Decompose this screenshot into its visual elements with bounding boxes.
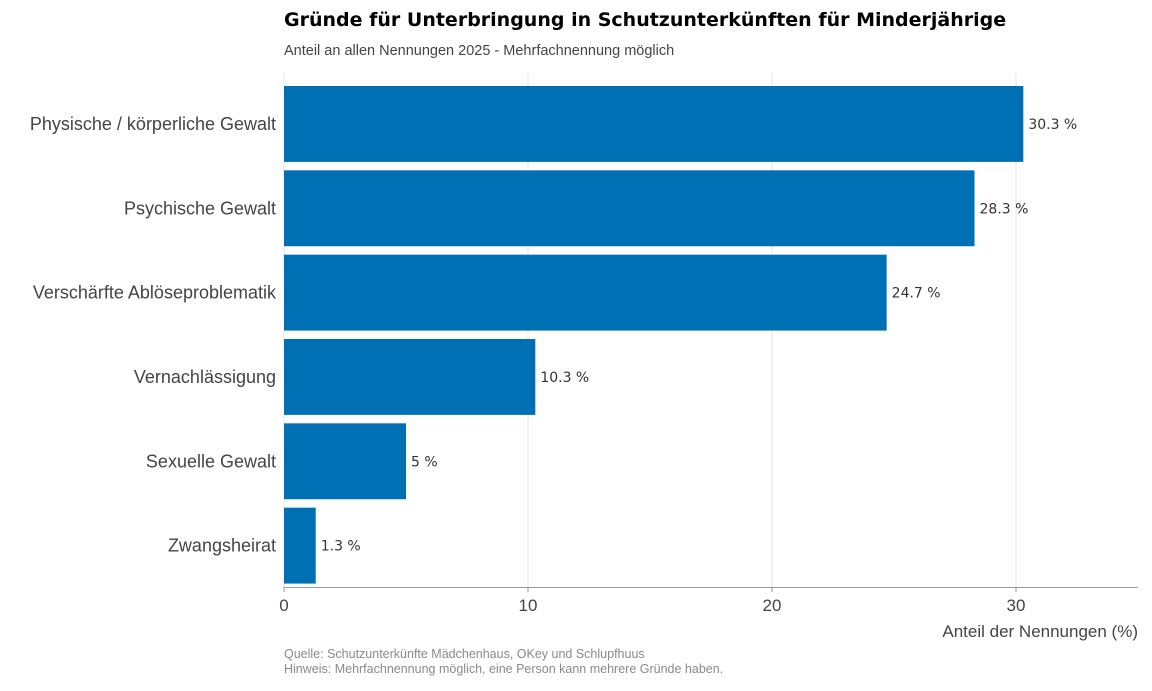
bars — [284, 86, 1024, 584]
category-label-5: Zwangsheirat — [168, 536, 276, 556]
category-label-4: Sexuelle Gewalt — [146, 451, 276, 471]
bar-0 — [284, 86, 1024, 162]
x-axis-title: Anteil der Nennungen (%) — [942, 622, 1138, 641]
x-tick-label-0: 0 — [279, 596, 288, 615]
bar-1 — [284, 170, 975, 247]
category-label-2: Verschärfte Ablöseproblematik — [33, 283, 277, 303]
category-label-3: Vernachlässigung — [134, 367, 276, 387]
value-label-1: 28.3 % — [980, 201, 1029, 217]
x-axis: 0 10 20 30 Anteil der Nennungen (%) — [279, 587, 1138, 641]
bar-5 — [284, 507, 316, 584]
chart-footer: Quelle: Schutzunterkünfte Mädchenhaus, O… — [284, 647, 723, 677]
x-tick-label-3: 30 — [1007, 596, 1026, 615]
value-label-5: 1.3 % — [321, 539, 361, 555]
bar-2 — [284, 254, 887, 331]
value-label-0: 30.3 % — [1028, 117, 1077, 133]
hint-note: Hinweis: Mehrfachnennung möglich, eine P… — [284, 662, 724, 676]
labels: Physische / körperliche Gewalt 30.3 % Psyc… — [30, 114, 1077, 556]
category-label-1: Psychische Gewalt — [124, 198, 276, 218]
value-label-2: 24.7 % — [892, 286, 941, 302]
x-tick-label-2: 20 — [763, 596, 782, 615]
bar-3 — [284, 339, 536, 415]
value-label-3: 10.3 % — [540, 370, 589, 386]
x-tick-label-1: 10 — [519, 596, 538, 615]
chart-title: Gründe für Unterbringung in Schutzunterk… — [284, 9, 1007, 31]
category-label-0: Physische / körperliche Gewalt — [30, 114, 276, 134]
value-label-4: 5 % — [411, 454, 438, 470]
bar-4 — [284, 423, 406, 500]
chart-subtitle: Anteil an allen Nennungen 2025 - Mehrfac… — [284, 43, 675, 59]
source-note: Quelle: Schutzunterkünfte Mädchenhaus, O… — [284, 647, 645, 661]
